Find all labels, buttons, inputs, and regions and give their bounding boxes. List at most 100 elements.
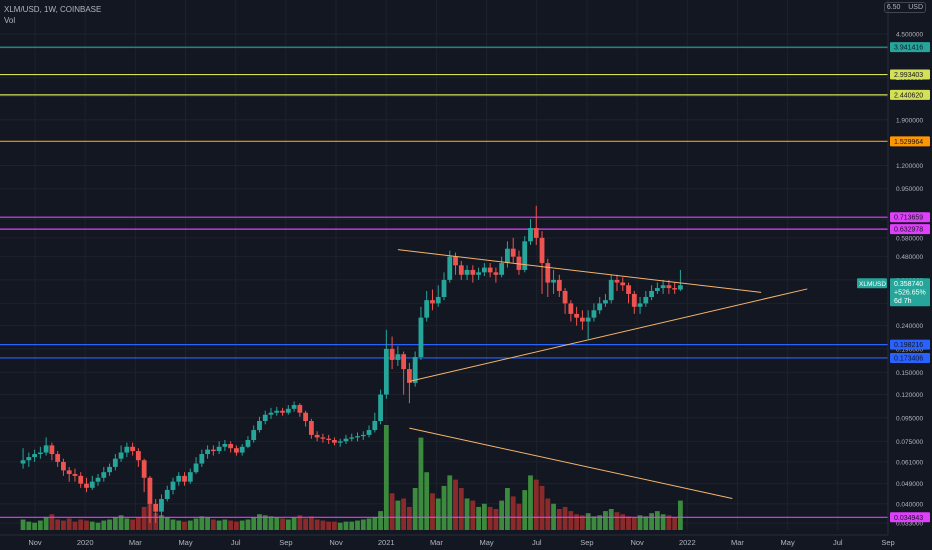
candle [539, 231, 545, 294]
level-label-box [890, 42, 930, 53]
candle-body [585, 317, 591, 322]
candle [476, 267, 481, 280]
candle-body [280, 410, 285, 413]
candle-body [66, 470, 72, 475]
candle-body [360, 434, 366, 437]
horizontal-levels [0, 46, 888, 518]
candle-body [257, 421, 262, 431]
level-price-label: 0.713659 [890, 212, 930, 223]
symbol-tag: XLMUSD [859, 281, 886, 288]
candle-body [481, 267, 487, 273]
candle-body [562, 290, 568, 304]
candle [545, 258, 551, 297]
level-price-label: 1.529964 [890, 136, 930, 147]
candle-body [654, 288, 660, 291]
candle [430, 289, 435, 311]
candle-body [239, 446, 245, 453]
symbol-title[interactable]: XLM/USD, 1W, COINBASE [4, 5, 102, 14]
candle-body [297, 405, 303, 413]
volume-bar [280, 518, 285, 530]
candle [43, 437, 49, 456]
candle [112, 454, 118, 471]
volume-bar [470, 500, 476, 530]
candle [26, 452, 32, 467]
time-tick-label: Sep [881, 538, 894, 547]
candle [654, 282, 660, 294]
price-tick-label: 0.075000 [896, 439, 923, 446]
candle [551, 269, 556, 294]
volume-bar [522, 490, 528, 530]
level-price-label: 0.198216 [890, 339, 930, 350]
volume-bar [141, 506, 147, 530]
price-change: +526.65% [894, 289, 926, 296]
candle-body [210, 449, 216, 452]
candle-body [603, 300, 608, 304]
volume-bar [61, 520, 66, 530]
candle-body [493, 272, 499, 275]
volume-bar [303, 518, 309, 530]
candle-body [337, 441, 343, 443]
candle [222, 440, 228, 452]
volume-bar [84, 520, 89, 530]
volume-bar [182, 521, 187, 530]
candle [395, 346, 401, 366]
candle-body [372, 421, 378, 431]
candle [147, 475, 153, 523]
candle [591, 303, 597, 322]
candle [464, 265, 470, 280]
volume-bar [43, 517, 49, 530]
candle [37, 446, 43, 459]
candle [458, 260, 464, 280]
candle [314, 431, 320, 442]
candle [366, 425, 372, 438]
volume-bar [626, 516, 631, 530]
candle-body [614, 279, 620, 283]
candle-body [412, 357, 418, 383]
volume-bar [193, 518, 199, 530]
price-tick-label: 0.240000 [896, 323, 923, 330]
currency-button[interactable]: 6.50 USD [883, 2, 926, 13]
candle [603, 293, 608, 307]
volume-indicator-label[interactable]: Vol [4, 16, 16, 25]
volume-bar [262, 515, 268, 530]
candle [182, 472, 187, 486]
candle-body [55, 454, 61, 462]
volume-bar [228, 520, 234, 530]
volume-bar [55, 519, 61, 530]
candle [378, 389, 383, 425]
level-label-text: 0.173406 [894, 355, 923, 362]
candle [320, 433, 326, 443]
candle-body [545, 263, 551, 283]
trendline [397, 249, 762, 293]
time-tick-label: Jul [833, 538, 843, 547]
candle [285, 405, 291, 415]
trendline [409, 288, 808, 382]
volume-bar [383, 425, 389, 530]
candle [556, 274, 562, 297]
volume-bar [274, 517, 280, 530]
candle [637, 296, 643, 314]
candle-body [78, 475, 84, 484]
candle-body [539, 237, 545, 264]
candle [49, 442, 55, 461]
candle-body [470, 269, 476, 275]
volume-bar [164, 517, 170, 530]
candle-body [568, 303, 574, 314]
volume-bar [614, 512, 620, 530]
volume-bar [320, 520, 326, 530]
price-tick-label: 4.500000 [896, 32, 923, 39]
time-tick-label: May [178, 538, 192, 547]
candle-body [26, 457, 32, 461]
candle-body [135, 451, 141, 461]
candle [199, 449, 205, 467]
candle-body [130, 446, 136, 452]
candle [205, 445, 210, 459]
candle [210, 445, 216, 456]
candle [32, 449, 37, 462]
volume-bar [124, 518, 130, 530]
candle [245, 436, 251, 449]
volume-bar [251, 517, 257, 530]
candle-body [672, 288, 678, 290]
candle [297, 403, 303, 417]
